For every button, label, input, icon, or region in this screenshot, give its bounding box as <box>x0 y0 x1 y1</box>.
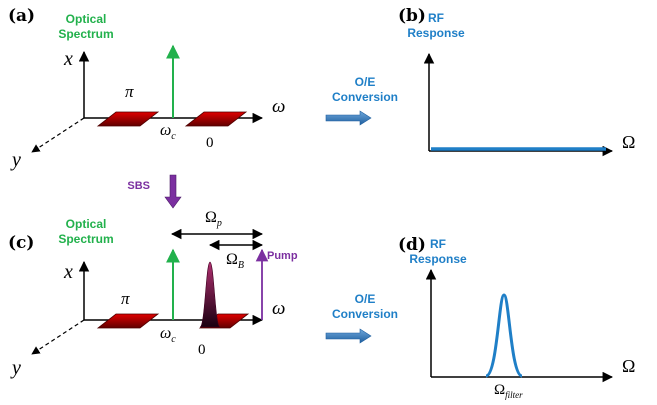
conversion-top-arrow <box>325 110 372 126</box>
panel-d-tag: (d) <box>398 235 426 255</box>
panel-c-upper-sideband-label: 0 <box>198 342 206 358</box>
panel-c-tag: (c) <box>8 233 34 253</box>
panel-b-title-line1: RF <box>428 11 444 25</box>
panel-c-lower-sideband-label: π <box>121 289 130 308</box>
panel-c-depth-axis <box>31 319 85 355</box>
panel-a-tag: (a) <box>8 6 35 26</box>
panel-b-axis-label: Ω <box>622 132 635 152</box>
conversion-bottom-line2: Conversion <box>332 307 398 321</box>
panel-a-freq-label: ω <box>272 96 285 117</box>
panel-c-omega-b-label: ΩB <box>226 251 244 271</box>
panel-a-depth-label: y <box>10 149 21 171</box>
panel-c-omega-p-label: Ωp <box>205 209 222 229</box>
panel-c: (c) Optical Spectrum x ω y π 0 ωc Pump Ω… <box>8 209 298 379</box>
panel-c-lower-sideband <box>96 313 160 329</box>
panel-a-carrier-label: ωc <box>160 122 176 142</box>
conversion-bottom-arrow <box>325 328 372 344</box>
sbs-transition: SBS <box>127 174 182 209</box>
panel-a-depth-axis <box>31 117 85 153</box>
panel-a-lower-sideband-label: π <box>125 82 134 101</box>
panel-a-upper-sideband <box>184 111 248 127</box>
conversion-top-line2: Conversion <box>332 90 398 104</box>
panel-a-x-label: x <box>63 48 73 70</box>
panel-a-upper-sideband-label: 0 <box>206 135 214 151</box>
sbs-arrow <box>164 174 182 209</box>
conversion-bottom-line1: O/E <box>355 292 376 306</box>
conversion-top-line1: O/E <box>355 75 376 89</box>
conversion-top: O/E Conversion <box>325 75 398 126</box>
panel-c-x-label: x <box>63 261 73 283</box>
sbs-label: SBS <box>127 180 150 192</box>
panel-d: (d) RF Response Ω Ωfilter <box>398 235 635 400</box>
panel-d-title-line1: RF <box>430 237 446 251</box>
panel-c-freq-label: ω <box>272 298 285 319</box>
panel-c-carrier-label: ωc <box>160 325 176 345</box>
panel-c-title-line2: Spectrum <box>58 232 113 246</box>
conversion-bottom: O/E Conversion <box>325 292 398 344</box>
panel-b-tag: (b) <box>398 6 426 26</box>
panel-c-pump-label: Pump <box>267 250 298 262</box>
panel-a-lower-sideband <box>96 111 160 127</box>
panel-a-title-line1: Optical <box>66 12 107 26</box>
panel-d-filter-response <box>485 293 523 378</box>
panel-c-title-line1: Optical <box>66 217 107 231</box>
panel-d-axis-label: Ω <box>622 356 635 376</box>
panel-c-sbs-gain-peak <box>199 261 221 328</box>
panel-a: (a) Optical Spectrum x ω y π 0 ωc <box>8 6 285 171</box>
panel-d-title-line2: Response <box>409 252 467 266</box>
panel-b: (b) RF Response Ω <box>398 6 635 157</box>
panel-c-depth-label: y <box>10 357 21 379</box>
panel-b-title-line2: Response <box>407 26 465 40</box>
panel-d-filter-label: Ωfilter <box>494 382 523 400</box>
panel-a-title-line2: Spectrum <box>58 27 113 41</box>
